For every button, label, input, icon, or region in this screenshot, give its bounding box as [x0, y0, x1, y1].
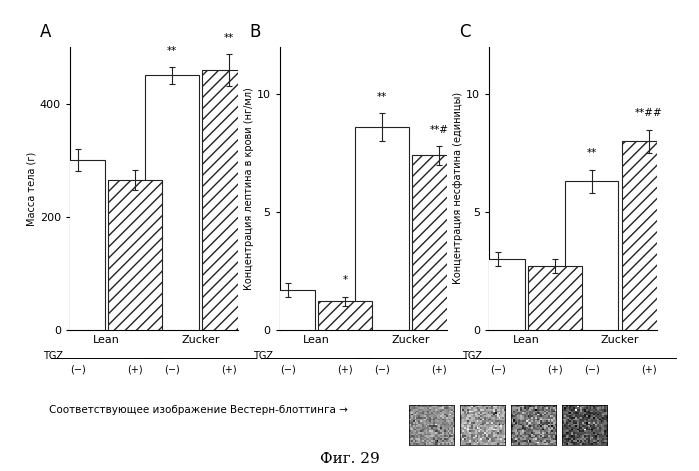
- Text: (+): (+): [641, 365, 656, 375]
- Text: (−): (−): [584, 365, 600, 375]
- Text: (−): (−): [374, 365, 390, 375]
- Y-axis label: Масса тела (г): Масса тела (г): [27, 151, 37, 226]
- Bar: [471, 259, 524, 330]
- Text: (+): (+): [127, 365, 143, 375]
- Bar: [108, 180, 162, 330]
- Text: **: **: [167, 46, 178, 56]
- Text: TGZ: TGZ: [252, 350, 273, 361]
- Text: (+): (+): [547, 365, 563, 375]
- Bar: [528, 266, 582, 330]
- Text: **: **: [586, 148, 597, 158]
- Text: (+): (+): [431, 365, 447, 375]
- Bar: [261, 290, 315, 330]
- Text: (−): (−): [71, 365, 86, 375]
- Text: *: *: [343, 276, 347, 285]
- Bar: [355, 127, 409, 330]
- Y-axis label: Концентрация несфатина (единицы): Концентрация несфатина (единицы): [454, 92, 463, 284]
- Text: (−): (−): [490, 365, 505, 375]
- Text: (−): (−): [164, 365, 180, 375]
- Text: TGZ: TGZ: [462, 350, 482, 361]
- Text: (+): (+): [337, 365, 353, 375]
- Text: C: C: [459, 24, 470, 41]
- Text: Фиг. 29: Фиг. 29: [319, 452, 380, 466]
- Text: B: B: [250, 24, 261, 41]
- Text: **##: **##: [635, 108, 663, 118]
- Text: **: **: [377, 92, 387, 102]
- Bar: [52, 160, 105, 330]
- Bar: [145, 75, 199, 330]
- Bar: [318, 301, 372, 330]
- Text: A: A: [40, 24, 51, 41]
- Text: (−): (−): [280, 365, 296, 375]
- Bar: [622, 141, 675, 330]
- Y-axis label: Концентрация лептина в крови (нг/мл): Концентрация лептина в крови (нг/мл): [244, 87, 254, 290]
- Bar: [203, 70, 256, 330]
- Text: **: **: [224, 32, 234, 42]
- Text: **#: **#: [429, 125, 449, 135]
- Bar: [565, 181, 619, 330]
- Text: (+): (+): [222, 365, 237, 375]
- Text: TGZ: TGZ: [43, 350, 63, 361]
- Text: Соответствующее изображение Вестерн-блоттинга →: Соответствующее изображение Вестерн-блот…: [49, 405, 348, 415]
- Bar: [412, 155, 466, 330]
